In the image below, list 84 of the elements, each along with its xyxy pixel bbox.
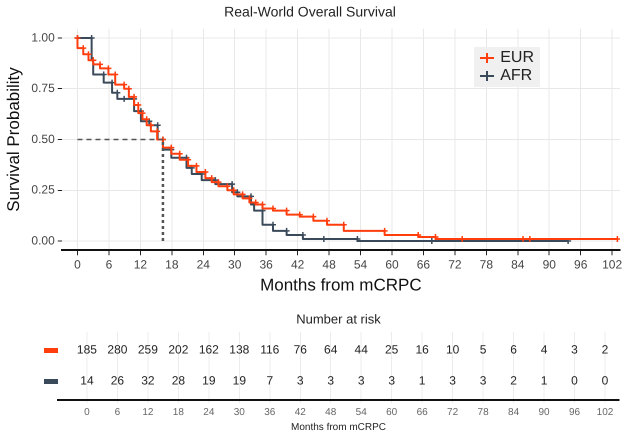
- y-tick-label: 0.25: [31, 182, 56, 197]
- data-label: 3: [358, 374, 365, 388]
- data-label: 19: [232, 374, 246, 388]
- x-tick-label: 78: [480, 258, 494, 272]
- x-tick-label: 48: [325, 406, 337, 418]
- y-tick-label: 0.50: [31, 132, 56, 146]
- x-tick-label: 54: [354, 258, 368, 272]
- data-label: 64: [324, 342, 338, 357]
- data-label: 3: [296, 374, 304, 388]
- chart-title: Real-World Overall Survival: [224, 3, 396, 20]
- x-tick-label: 84: [508, 406, 520, 418]
- data-label: 3: [449, 374, 456, 388]
- data-label: 25: [384, 342, 399, 357]
- legend-label: EUR: [500, 48, 534, 67]
- x-tick-label: 78: [478, 406, 490, 418]
- data-label: 0: [602, 374, 609, 388]
- data-label: 3: [571, 342, 578, 357]
- x-tick-label: 30: [234, 406, 246, 418]
- x-axis-title: Months from mCRPC: [290, 422, 386, 433]
- x-tick-label: 18: [165, 258, 179, 272]
- data-label: 44: [354, 342, 368, 357]
- x-tick-label: 60: [385, 258, 399, 272]
- data-label: 2: [602, 342, 609, 357]
- x-tick-label: 0: [74, 258, 82, 272]
- data-label: 5: [480, 342, 487, 357]
- x-tick-label: 6: [106, 258, 113, 272]
- x-tick-label: 12: [142, 406, 154, 418]
- data-label: 16: [415, 342, 430, 357]
- data-label: 28: [172, 374, 186, 388]
- y-tick-label: 0.00: [31, 233, 56, 248]
- chart-title: Number at risk: [296, 311, 382, 326]
- data-label: 6: [510, 342, 518, 357]
- data-label: 10: [446, 342, 460, 357]
- data-label: 4: [540, 342, 548, 357]
- data-label: 1: [540, 374, 548, 388]
- data-label: 202: [168, 342, 189, 357]
- x-tick-label: 24: [203, 406, 215, 418]
- x-tick-label: 36: [260, 258, 274, 272]
- legend-label: AFR: [500, 66, 532, 85]
- x-tick-label: 84: [511, 258, 525, 272]
- x-tick-label: 66: [416, 258, 430, 272]
- data-label: 26: [110, 374, 124, 388]
- x-tick-label: 90: [542, 258, 556, 272]
- x-tick-label: 0: [84, 406, 90, 418]
- x-tick-label: 102: [602, 258, 622, 272]
- x-tick-label: 66: [416, 406, 428, 418]
- data-label: 2: [510, 374, 518, 388]
- data-label: 138: [229, 342, 250, 357]
- x-tick-label: 48: [322, 258, 336, 272]
- data-label: 3: [480, 374, 487, 388]
- data-label: 7: [266, 374, 274, 388]
- data-label: 3: [388, 374, 396, 388]
- x-tick-label: 36: [264, 406, 276, 418]
- x-tick-label: 54: [356, 406, 368, 418]
- data-label: 3: [327, 374, 334, 388]
- data-label: 1: [418, 374, 426, 388]
- x-tick-label: 42: [290, 258, 305, 272]
- y-tick-label: 1.00: [31, 30, 56, 44]
- data-label: 19: [202, 374, 216, 388]
- data-label: 76: [294, 342, 308, 357]
- y-axis-title: Survival Probability: [4, 66, 23, 212]
- x-tick-label: 30: [228, 258, 242, 272]
- x-tick-label: 96: [574, 258, 588, 272]
- data-label: 14: [80, 374, 94, 388]
- y-tick-label: 0.75: [31, 81, 56, 96]
- data-label: 116: [260, 342, 280, 357]
- data-label: 280: [107, 342, 128, 357]
- x-axis-title: Months from mCRPC: [260, 275, 422, 294]
- x-tick-label: 18: [172, 406, 184, 418]
- x-tick-label: 90: [538, 406, 550, 418]
- x-tick-label: 72: [447, 406, 459, 418]
- x-tick-label: 12: [134, 258, 148, 272]
- data-label: 185: [76, 342, 98, 357]
- data-label: 32: [141, 374, 155, 388]
- x-tick-label: 96: [568, 406, 581, 418]
- x-tick-label: 24: [196, 258, 210, 272]
- x-tick-label: 60: [386, 406, 398, 418]
- x-tick-label: 6: [114, 406, 121, 418]
- x-tick-label: 102: [596, 406, 614, 418]
- data-label: 162: [198, 342, 220, 357]
- x-tick-label: 42: [294, 406, 306, 418]
- data-label: 0: [571, 374, 578, 388]
- x-tick-label: 72: [448, 258, 462, 272]
- data-label: 259: [138, 342, 158, 357]
